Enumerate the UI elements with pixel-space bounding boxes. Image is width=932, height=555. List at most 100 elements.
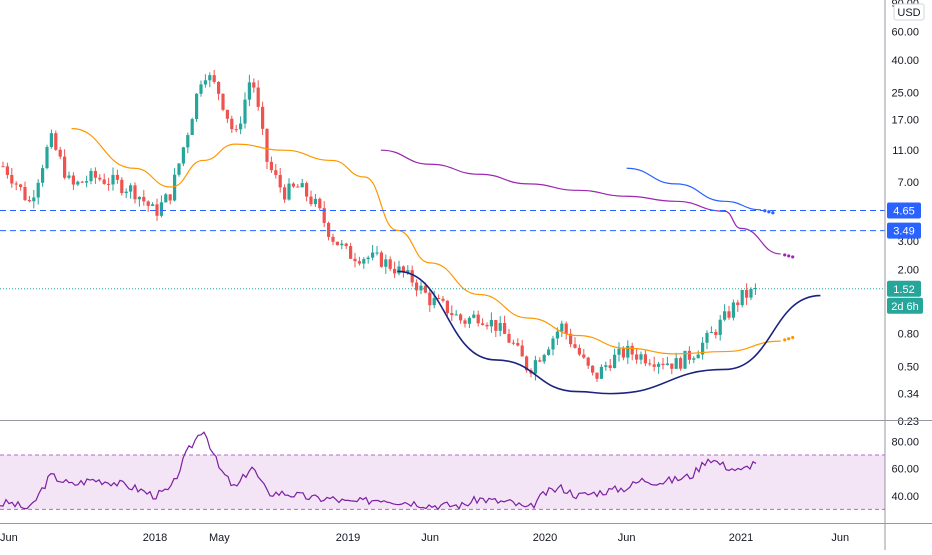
- candle-body: [520, 345, 524, 357]
- moving-average-projection-dot: [791, 335, 795, 340]
- candle-body: [221, 93, 225, 110]
- candle-body: [384, 259, 388, 267]
- candle-body: [243, 99, 247, 124]
- candle-body: [533, 360, 537, 374]
- level-label-box: [887, 222, 921, 239]
- candle-body: [494, 320, 498, 331]
- candle-body: [428, 292, 432, 306]
- candle-body: [322, 208, 326, 223]
- candle-body: [190, 119, 194, 136]
- candle-body: [195, 93, 199, 120]
- candle-body: [701, 342, 705, 355]
- candle-body: [366, 257, 370, 260]
- candle-body: [696, 354, 700, 359]
- time-tick-label: 2020: [533, 532, 557, 544]
- candle-body: [608, 365, 612, 368]
- candle-body: [85, 181, 89, 183]
- price-tick-label: 3.00: [898, 236, 919, 248]
- candle-body: [586, 357, 590, 366]
- candle-body: [450, 313, 454, 316]
- price-tick-label: 7.00: [898, 177, 919, 189]
- moving-average-projection-dot: [791, 255, 795, 259]
- moving-average-projection-dot: [767, 210, 771, 214]
- price-tick-label: 60.00: [891, 26, 919, 38]
- candle-body: [749, 288, 753, 298]
- candle-body: [168, 194, 172, 201]
- candle-body: [740, 289, 744, 306]
- last-price-label-box: [887, 280, 921, 297]
- candle-body: [459, 314, 463, 321]
- candle-body: [375, 252, 379, 254]
- candle-body: [507, 333, 511, 343]
- candle-body: [217, 81, 221, 94]
- price-tick-label: 11.00: [892, 145, 919, 157]
- candles-group: [1, 69, 757, 383]
- candle-body: [498, 323, 502, 331]
- candle-body: [142, 196, 146, 202]
- candle-body: [577, 347, 581, 355]
- candle-body: [723, 311, 727, 320]
- candle-body: [41, 168, 45, 183]
- candle-body: [300, 183, 304, 188]
- candle-body: [401, 266, 405, 273]
- candle-body: [441, 298, 445, 301]
- candle-body: [252, 82, 256, 88]
- candle-body: [313, 198, 317, 205]
- candle-body: [432, 298, 436, 306]
- candle-body: [146, 201, 150, 206]
- candle-body: [709, 331, 713, 333]
- candle-body: [564, 323, 568, 334]
- price-tick-label: 0.50: [898, 362, 919, 374]
- candle-body: [340, 243, 344, 246]
- candle-body: [542, 355, 546, 362]
- candle-body: [296, 186, 300, 188]
- candle-body: [595, 372, 599, 379]
- candle-body: [181, 147, 185, 164]
- candle-body: [745, 289, 749, 298]
- candle-body: [538, 360, 542, 362]
- candle-body: [454, 314, 458, 316]
- candle-body: [379, 252, 383, 267]
- candle-body: [27, 199, 31, 202]
- candle-body: [714, 331, 718, 335]
- candle-body: [652, 364, 656, 367]
- candle-body: [318, 198, 322, 209]
- candle-body: [54, 133, 58, 150]
- price-tick-label: 40.00: [891, 55, 919, 67]
- candle-body: [463, 320, 467, 324]
- candle-body: [674, 358, 678, 369]
- candle-body: [124, 191, 128, 194]
- candle-body: [186, 135, 190, 148]
- candle-body: [626, 345, 630, 358]
- candle-body: [489, 320, 493, 327]
- candle-body: [410, 270, 414, 283]
- time-tick-label: May: [209, 532, 230, 544]
- countdown-label-text: 2d 6h: [891, 301, 919, 313]
- candle-body: [661, 363, 665, 365]
- candle-body: [129, 185, 133, 192]
- candle-body: [353, 258, 357, 262]
- candle-body: [291, 183, 295, 187]
- candle-body: [551, 338, 555, 350]
- moving-average-projection-dot: [771, 211, 775, 215]
- moving-average-line-2: [380, 149, 781, 255]
- candle-body: [133, 185, 137, 200]
- candle-body: [406, 270, 410, 273]
- candle-body: [309, 196, 313, 205]
- candle-body: [93, 170, 97, 178]
- candle-body: [718, 319, 722, 335]
- time-tick-label: Jun: [831, 532, 849, 544]
- candle-body: [362, 259, 366, 264]
- candle-body: [670, 363, 674, 369]
- candle-body: [683, 350, 687, 369]
- candle-body: [591, 365, 595, 373]
- candle-body: [159, 202, 163, 216]
- candle-body: [344, 243, 348, 247]
- candle-body: [177, 163, 181, 175]
- price-tick-label: 0.23: [898, 416, 919, 428]
- candle-body: [173, 174, 177, 201]
- candle-body: [388, 259, 392, 269]
- candle-body: [472, 314, 476, 318]
